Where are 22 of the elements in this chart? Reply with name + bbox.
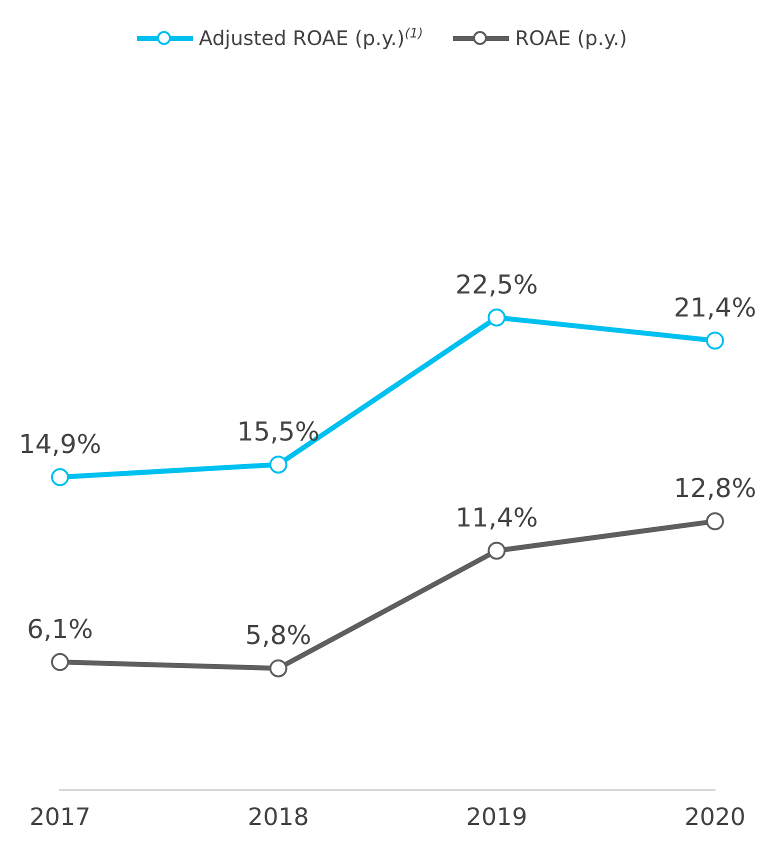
data-label: 6,1%	[26, 614, 94, 645]
x-tick-label: 2017	[29, 802, 91, 831]
point	[706, 332, 724, 350]
point	[51, 653, 69, 672]
x-tick-label: 2018	[248, 802, 309, 831]
data-label: 12,8%	[674, 474, 756, 504]
data-label: 11,4%	[455, 503, 538, 534]
x-tick-label: 2020	[684, 802, 746, 831]
point	[269, 456, 288, 474]
x-tick-label: 2019	[466, 802, 528, 831]
point	[51, 468, 69, 486]
point	[706, 512, 724, 530]
data-label: 14,9%	[18, 430, 102, 460]
point	[269, 659, 288, 678]
data-label: 22,5%	[455, 270, 538, 300]
point	[488, 308, 506, 327]
point	[488, 542, 506, 560]
data-label: 5,8%	[245, 621, 312, 652]
legend-label: ROAE (p.y.)	[515, 26, 628, 50]
data-label: 21,4%	[674, 293, 756, 324]
data-label: 15,5%	[237, 417, 320, 448]
legend-label: Adjusted ROAE (p.y.)$^{(1)}$	[198, 26, 424, 50]
